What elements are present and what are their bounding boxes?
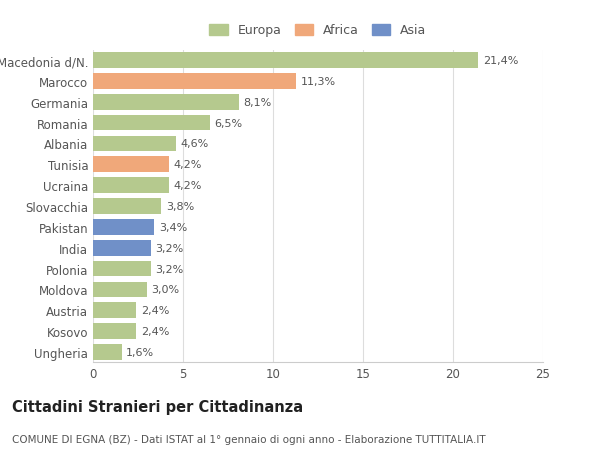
Bar bbox=[93, 136, 176, 152]
Bar bbox=[93, 74, 296, 90]
Bar bbox=[93, 199, 161, 214]
Text: 3,4%: 3,4% bbox=[158, 222, 187, 232]
Text: 4,2%: 4,2% bbox=[173, 160, 202, 170]
Legend: Europa, Africa, Asia: Europa, Africa, Asia bbox=[206, 21, 430, 41]
Bar bbox=[93, 219, 154, 235]
Bar bbox=[93, 241, 151, 256]
Text: 1,6%: 1,6% bbox=[127, 347, 154, 357]
Bar bbox=[93, 344, 122, 360]
Text: 3,8%: 3,8% bbox=[166, 202, 194, 212]
Text: 4,2%: 4,2% bbox=[173, 181, 202, 191]
Text: 3,2%: 3,2% bbox=[155, 243, 184, 253]
Text: 3,0%: 3,0% bbox=[151, 285, 179, 295]
Text: 6,5%: 6,5% bbox=[215, 118, 242, 129]
Bar bbox=[93, 261, 151, 277]
Text: 4,6%: 4,6% bbox=[181, 139, 209, 149]
Text: Cittadini Stranieri per Cittadinanza: Cittadini Stranieri per Cittadinanza bbox=[12, 399, 303, 414]
Bar bbox=[93, 157, 169, 173]
Bar bbox=[93, 178, 169, 194]
Bar bbox=[93, 95, 239, 110]
Bar bbox=[93, 324, 136, 339]
Bar bbox=[93, 282, 147, 297]
Text: 2,4%: 2,4% bbox=[140, 306, 169, 316]
Text: 2,4%: 2,4% bbox=[140, 326, 169, 336]
Text: 8,1%: 8,1% bbox=[244, 97, 272, 107]
Text: COMUNE DI EGNA (BZ) - Dati ISTAT al 1° gennaio di ogni anno - Elaborazione TUTTI: COMUNE DI EGNA (BZ) - Dati ISTAT al 1° g… bbox=[12, 434, 485, 444]
Text: 3,2%: 3,2% bbox=[155, 264, 184, 274]
Text: 21,4%: 21,4% bbox=[482, 56, 518, 66]
Bar bbox=[93, 303, 136, 319]
Bar bbox=[93, 116, 210, 131]
Bar bbox=[93, 53, 478, 69]
Text: 11,3%: 11,3% bbox=[301, 77, 336, 87]
